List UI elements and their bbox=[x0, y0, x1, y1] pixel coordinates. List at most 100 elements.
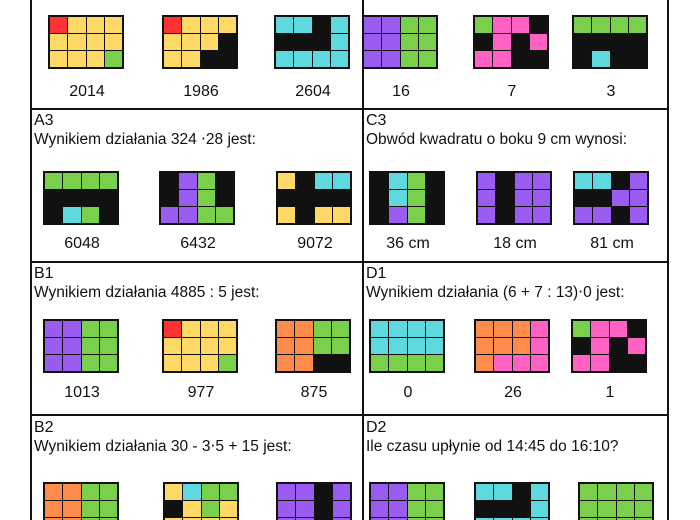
grid-square bbox=[201, 518, 219, 520]
grid-square bbox=[314, 173, 332, 189]
option-grid bbox=[43, 171, 119, 225]
grid-square bbox=[611, 190, 629, 206]
grid-square bbox=[182, 17, 200, 33]
grid-square bbox=[332, 173, 350, 189]
option-grid bbox=[476, 171, 552, 225]
grid-square bbox=[332, 484, 350, 500]
grid-square bbox=[81, 484, 99, 500]
grid-square bbox=[179, 190, 197, 206]
grid-square bbox=[104, 17, 122, 33]
grid-square bbox=[511, 51, 529, 67]
grid-square bbox=[314, 484, 332, 500]
option-answer: 3 bbox=[606, 83, 616, 100]
grid-square bbox=[425, 321, 443, 337]
grid-square bbox=[598, 484, 616, 500]
grid-square bbox=[165, 484, 183, 500]
grid-square bbox=[81, 518, 99, 520]
grid-square bbox=[86, 34, 104, 50]
grid-square bbox=[476, 501, 494, 517]
task-question: Ile czasu upłynie od 14:45 do 16:10? bbox=[366, 438, 619, 455]
grid-square bbox=[627, 355, 645, 371]
grid-square bbox=[86, 17, 104, 33]
option-grid bbox=[473, 15, 549, 69]
grid-square bbox=[530, 355, 548, 371]
task-label: A3 bbox=[34, 112, 54, 129]
grid-square bbox=[99, 518, 117, 520]
grid-square bbox=[99, 321, 117, 337]
grid-square bbox=[494, 338, 512, 354]
cell-C3: C3 Obwód kwadratu o boku 9 cm wynosi: 36… bbox=[364, 110, 667, 261]
task-label: B2 bbox=[34, 419, 54, 436]
grid-square bbox=[364, 51, 382, 67]
grid-square bbox=[371, 173, 389, 189]
grid-square bbox=[627, 321, 645, 337]
option-grid bbox=[159, 171, 235, 225]
grid-square bbox=[332, 207, 350, 223]
grid-square bbox=[219, 501, 237, 517]
grid-square bbox=[610, 17, 628, 33]
grid-square bbox=[575, 173, 593, 189]
option-grid bbox=[474, 482, 550, 520]
grid-square bbox=[164, 34, 182, 50]
grid-square bbox=[493, 51, 511, 67]
grid-square bbox=[389, 501, 407, 517]
grid-square bbox=[616, 484, 634, 500]
grid-square bbox=[371, 501, 389, 517]
grid-square bbox=[634, 518, 652, 520]
grid-square bbox=[278, 501, 296, 517]
grid-square bbox=[296, 173, 314, 189]
grid-square bbox=[476, 321, 494, 337]
row-divider-3 bbox=[30, 414, 669, 416]
grid-square bbox=[312, 51, 330, 67]
grid-square bbox=[530, 484, 548, 500]
option-grid bbox=[162, 319, 238, 373]
grid-square bbox=[313, 321, 331, 337]
grid-square bbox=[215, 173, 233, 189]
grid-square bbox=[627, 338, 645, 354]
grid-square bbox=[218, 355, 236, 371]
grid-square bbox=[104, 34, 122, 50]
option-answer: 81 cm bbox=[590, 235, 634, 252]
grid-square bbox=[201, 501, 219, 517]
grid-square bbox=[63, 501, 81, 517]
grid-square bbox=[314, 207, 332, 223]
grid-square bbox=[407, 501, 425, 517]
grid-square bbox=[475, 51, 493, 67]
option-grid bbox=[362, 15, 438, 69]
grid-square bbox=[418, 34, 436, 50]
option-grid bbox=[43, 319, 119, 373]
grid-square bbox=[609, 355, 627, 371]
grid-square bbox=[200, 321, 218, 337]
cell-D2: D2 Ile czasu upłynie od 14:45 do 16:10? bbox=[364, 416, 667, 520]
grid-square bbox=[276, 17, 294, 33]
grid-square bbox=[314, 501, 332, 517]
grid-square bbox=[296, 501, 314, 517]
grid-square bbox=[514, 190, 532, 206]
grid-square bbox=[99, 190, 117, 206]
grid-square bbox=[161, 190, 179, 206]
grid-square bbox=[532, 173, 550, 189]
option-answer: 977 bbox=[187, 384, 215, 401]
option-grid bbox=[578, 482, 654, 520]
grid-square bbox=[182, 321, 200, 337]
grid-square bbox=[493, 34, 511, 50]
grid-square bbox=[278, 484, 296, 500]
grid-square bbox=[215, 190, 233, 206]
grid-square bbox=[616, 501, 634, 517]
grid-square bbox=[512, 338, 530, 354]
grid-square bbox=[63, 338, 81, 354]
grid-square bbox=[371, 484, 389, 500]
grid-square bbox=[218, 17, 236, 33]
grid-square bbox=[278, 207, 296, 223]
grid-square bbox=[382, 17, 400, 33]
grid-square bbox=[63, 173, 81, 189]
grid-square bbox=[164, 338, 182, 354]
task-question: Wynikiem działania (6 + 7 : 13)⋅0 jest: bbox=[366, 284, 625, 301]
grid-square bbox=[183, 518, 201, 520]
option-grid bbox=[572, 15, 648, 69]
grid-square bbox=[478, 173, 496, 189]
grid-square bbox=[530, 338, 548, 354]
grid-square bbox=[407, 484, 425, 500]
grid-square bbox=[425, 484, 443, 500]
grid-square bbox=[610, 34, 628, 50]
